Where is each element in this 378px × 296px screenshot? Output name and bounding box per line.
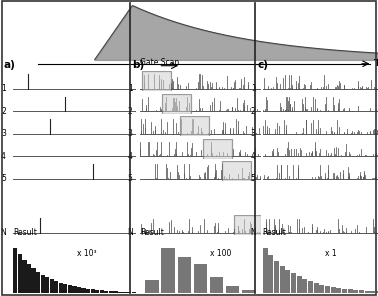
Bar (13, 248, 17, 293)
Bar (353, 290, 358, 293)
Text: 4: 4 (1, 152, 6, 161)
Bar (63, 284, 67, 293)
Text: 5: 5 (128, 174, 133, 183)
Text: a): a) (4, 59, 15, 70)
Bar (50, 279, 54, 293)
Bar (325, 286, 330, 293)
Text: Result: Result (13, 228, 37, 237)
Bar (27, 264, 31, 293)
Text: 2: 2 (251, 107, 256, 116)
Bar (40, 274, 45, 293)
Text: Time: Time (374, 59, 378, 68)
Bar (226, 286, 239, 293)
Bar (314, 283, 319, 293)
Bar (22, 260, 26, 293)
Text: N: N (250, 229, 256, 237)
Bar (142, 71, 171, 91)
Bar (274, 261, 279, 293)
Text: x 10³: x 10³ (77, 249, 97, 258)
Text: Gate Scan: Gate Scan (140, 58, 179, 67)
Bar (109, 291, 113, 293)
Bar (178, 257, 191, 293)
Text: 4: 4 (251, 152, 256, 161)
Bar (268, 255, 273, 293)
Bar (291, 274, 296, 293)
Bar (180, 116, 209, 136)
Bar (210, 277, 223, 293)
Bar (194, 264, 207, 293)
Text: 2: 2 (128, 107, 133, 116)
Bar (280, 266, 285, 293)
Bar (132, 292, 136, 293)
Bar (45, 277, 49, 293)
Bar (342, 289, 347, 293)
Bar (146, 279, 159, 293)
Text: 5: 5 (251, 174, 256, 183)
Bar (54, 281, 58, 293)
Bar (36, 271, 40, 293)
Bar (370, 291, 375, 293)
Text: 3: 3 (1, 129, 6, 138)
Bar (72, 287, 77, 293)
Bar (263, 248, 268, 293)
Text: x 1: x 1 (325, 249, 336, 258)
Text: 2: 2 (1, 107, 6, 116)
Text: x 100: x 100 (210, 249, 231, 258)
Bar (222, 161, 251, 181)
Text: 1: 1 (1, 84, 6, 93)
Bar (127, 292, 131, 293)
Text: Result: Result (263, 228, 287, 237)
Bar (331, 287, 336, 293)
Bar (348, 289, 353, 293)
Text: 1: 1 (128, 84, 133, 93)
Bar (161, 248, 175, 293)
Bar (359, 290, 364, 293)
Bar (297, 276, 302, 293)
Bar (91, 289, 95, 293)
Bar (59, 283, 63, 293)
Bar (162, 94, 191, 114)
Bar (319, 284, 324, 293)
Text: 5: 5 (1, 174, 6, 183)
Bar (86, 289, 90, 293)
Bar (113, 291, 118, 293)
Bar (285, 270, 290, 293)
Bar (308, 281, 313, 293)
Bar (242, 290, 255, 293)
Bar (118, 292, 122, 293)
Text: c): c) (257, 59, 268, 70)
Text: N: N (127, 229, 133, 237)
Bar (365, 291, 370, 293)
Bar (336, 288, 341, 293)
Bar (376, 292, 378, 293)
Bar (31, 268, 36, 293)
Text: 4: 4 (128, 152, 133, 161)
Bar (95, 290, 99, 293)
Text: 3: 3 (251, 129, 256, 138)
Text: b): b) (132, 59, 144, 70)
Bar (302, 279, 307, 293)
Bar (122, 292, 127, 293)
Bar (203, 139, 232, 159)
Bar (100, 290, 104, 293)
Bar (77, 287, 81, 293)
Text: N: N (0, 229, 6, 237)
Bar (18, 254, 22, 293)
Text: 1: 1 (251, 84, 256, 93)
Bar (82, 288, 86, 293)
Bar (234, 215, 261, 235)
Bar (104, 291, 108, 293)
Bar (136, 292, 140, 293)
Bar (68, 285, 72, 293)
Text: 3: 3 (128, 129, 133, 138)
Text: Result: Result (140, 228, 164, 237)
